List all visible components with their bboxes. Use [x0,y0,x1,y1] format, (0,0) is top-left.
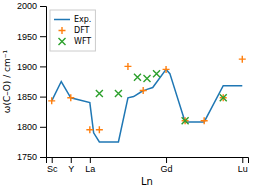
y-tick: 1900 [17,62,46,72]
y-tick-label: 1750 [17,152,37,162]
series-marker [182,117,189,124]
series-marker [67,94,74,101]
series-marker [48,97,55,104]
series-marker [140,87,147,94]
y-tick-mark [40,127,46,128]
legend-box [50,10,95,51]
legend-label: Exp. [74,15,91,24]
plot: Sc Y La Gd Lu 1750 1800 1850 1900 1950 2000 Ln ω(C–O… [2,1,249,187]
series-marker [124,63,131,70]
x-tick: La [85,157,95,174]
x-tick-mark [71,157,72,163]
x-tick-label: Sc [47,164,58,174]
chart: Sc Y La Gd Lu 1750 1800 1850 1900 1950 2000 Ln ω(C–O… [0,0,256,189]
series-marker [86,126,93,133]
series-marker [201,117,208,124]
y-axis-title: ω(C–O) / cm⁻¹ [2,49,12,113]
y-tick: 1750 [17,152,46,162]
series-marker [153,70,160,77]
legend: Exp. DFT WFT [50,10,95,51]
y-tick-label: 1800 [17,122,37,132]
y-axis: 1750 1800 1850 1900 1950 2000 [17,1,47,162]
x-tick-label: Y [68,164,74,174]
series-marker [163,66,170,73]
y-tick: 1800 [17,122,46,132]
x-tick: Lu [238,157,248,174]
series-marker [239,56,246,63]
x-tick-label: Lu [238,164,248,174]
x-tick-mark [52,157,53,163]
x-axis-line [47,158,249,164]
y-tick-mark [40,66,46,67]
y-tick-mark [40,6,46,7]
series-marker [134,74,141,81]
y-tick-label: 1850 [17,92,37,102]
y-axis-line [40,7,47,158]
legend-swatch [54,19,70,21]
x-axis: Sc Y La Gd Lu [47,157,249,174]
y-tick: 2000 [17,1,46,11]
y-tick-label: 2000 [17,1,37,11]
y-tick-label: 1900 [17,62,37,72]
series-marker [144,75,151,82]
marks [48,56,246,142]
series-marker [96,90,103,97]
y-tick: 1850 [17,92,46,102]
series-marker [96,126,103,133]
legend-label: DFT [74,26,90,35]
x-tick-mark [242,157,243,163]
x-tick: Gd [161,157,173,174]
series-marker [182,117,189,124]
legend-item: WFT [59,37,92,46]
legend-item: Exp. [54,15,91,24]
x-tick-mark [90,157,91,163]
series-marker [115,90,122,97]
y-tick-mark [40,157,46,158]
x-tick: Sc [47,157,58,174]
legend-swatch [59,38,66,45]
legend-label: WFT [74,37,91,46]
y-tick-label: 1950 [17,32,37,42]
series-marker [220,94,227,101]
y-tick-mark [40,97,46,98]
y-tick: 1950 [17,32,46,42]
x-tick: Y [68,157,74,174]
legend-swatch [59,27,66,34]
series-marker [220,94,227,101]
x-tick-label: Gd [161,164,173,174]
x-tick-mark [166,157,167,163]
series-line [52,69,243,141]
x-tick-label: La [85,164,95,174]
x-axis-title: Ln [141,176,153,187]
legend-item: DFT [59,26,90,35]
y-tick-mark [40,36,46,37]
